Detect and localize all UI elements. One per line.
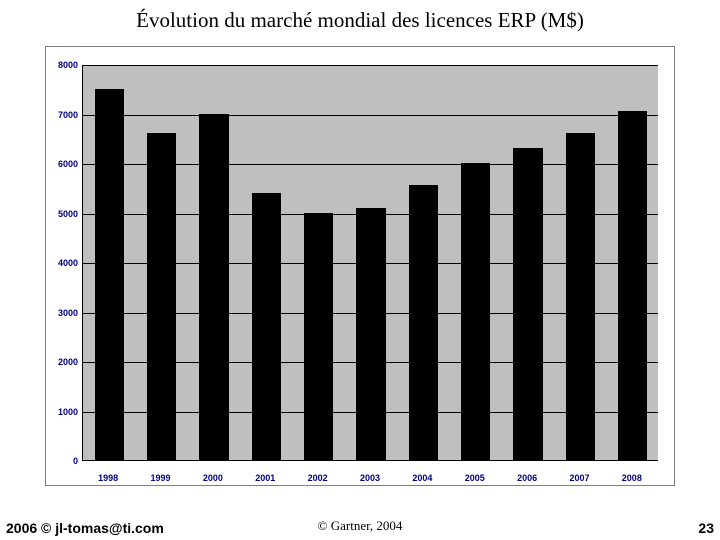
slide-page: Évolution du marché mondial des licences… [0, 0, 720, 540]
bar [356, 208, 385, 460]
x-tick-label: 2004 [396, 473, 448, 483]
footer: 2006 © jl-tomas@ti.com © Gartner, 2004 2… [0, 514, 720, 536]
x-tick-label: 1998 [82, 473, 134, 483]
x-tick-label: 1999 [135, 473, 187, 483]
footer-source: © Gartner, 2004 [0, 518, 720, 534]
y-tick-label: 1000 [52, 407, 78, 417]
x-tick-label: 2001 [239, 473, 291, 483]
bar [409, 185, 438, 460]
x-tick-label: 2003 [344, 473, 396, 483]
bar [566, 133, 595, 460]
x-tick-label: 2007 [553, 473, 605, 483]
y-tick-label: 7000 [52, 110, 78, 120]
bar [513, 148, 542, 460]
y-tick-label: 6000 [52, 159, 78, 169]
y-tick-label: 5000 [52, 209, 78, 219]
bar [199, 114, 228, 461]
x-tick-label: 2000 [187, 473, 239, 483]
y-tick-label: 0 [52, 456, 78, 466]
chart-container: 0 1000 2000 3000 4000 5000 6000 7000 8000 1998199… [45, 46, 675, 486]
x-tick-label: 2002 [292, 473, 344, 483]
y-tick-label: 8000 [52, 60, 78, 70]
y-tick-label: 2000 [52, 357, 78, 367]
gridline [83, 65, 658, 66]
gridline [83, 115, 658, 116]
x-tick-label: 2006 [501, 473, 553, 483]
y-tick-label: 3000 [52, 308, 78, 318]
y-tick-label: 4000 [52, 258, 78, 268]
bar [461, 163, 490, 460]
bar [304, 213, 333, 461]
bar [252, 193, 281, 460]
bar [618, 111, 647, 460]
footer-page-number: 23 [698, 520, 714, 536]
x-tick-label: 2005 [449, 473, 501, 483]
x-tick-label: 2008 [606, 473, 658, 483]
plot-area [82, 65, 658, 461]
chart-title: Évolution du marché mondial des licences… [0, 8, 720, 33]
bar [95, 89, 124, 460]
bar [147, 133, 176, 460]
